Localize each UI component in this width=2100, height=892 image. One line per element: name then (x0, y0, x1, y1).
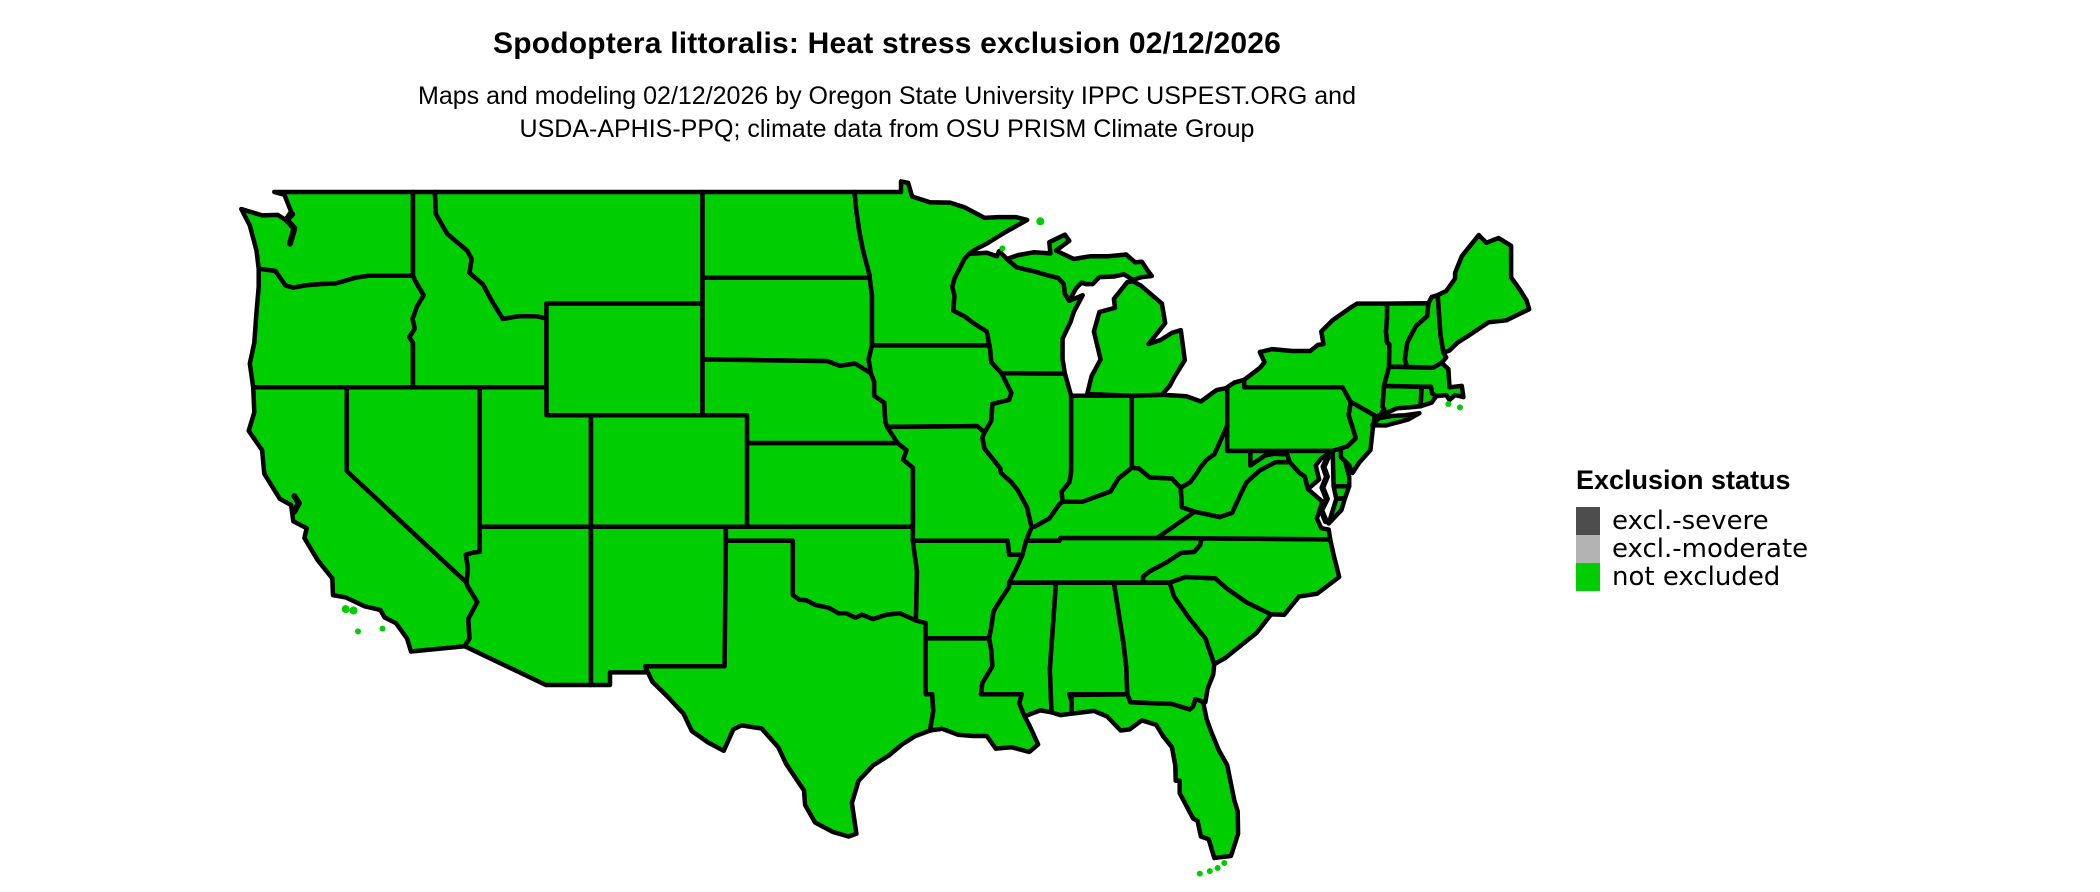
legend-items: excl.-severe excl.-moderate not excluded (1576, 506, 1809, 592)
state-colorado (588, 412, 750, 530)
state-delmarva-virginia (1326, 495, 1348, 526)
legend-item: excl.-moderate (1576, 534, 1809, 564)
state-arizona (462, 524, 594, 688)
legend-item-label: excl.-moderate (1612, 534, 1809, 564)
map-subtitle-line1: Maps and modeling 02/12/2026 by Oregon S… (418, 82, 1356, 110)
state-michigan-upper (1004, 232, 1155, 304)
puget-sound-outline (283, 211, 298, 247)
state-new-mexico (588, 524, 729, 688)
legend: Exclusion status excl.-severe excl.-moder… (1576, 464, 1809, 592)
island (1214, 865, 1221, 871)
map-subtitle-line2: USDA-APHIS-PPQ; climate data from OSU PR… (519, 115, 1255, 143)
map-title: Spodoptera littoralis: Heat stress exclu… (493, 27, 1281, 60)
island (349, 606, 358, 615)
san-francisco-bay-outline (291, 493, 302, 515)
island (355, 628, 361, 635)
state-north-dakota (700, 189, 872, 280)
legend-swatch-2 (1576, 535, 1600, 563)
legend-item: excl.-severe (1576, 506, 1808, 536)
state-wyoming (544, 301, 705, 418)
legend-swatch-3 (1576, 563, 1600, 591)
legend-item-label: not excluded (1612, 562, 1781, 592)
legend-swatch-1 (1576, 507, 1600, 535)
state-pennsylvania (1224, 377, 1359, 454)
state-florida (1069, 691, 1241, 861)
state-massachusetts (1381, 360, 1466, 403)
legend-item-label: excl.-severe (1612, 506, 1769, 536)
legend-item: not excluded (1576, 562, 1808, 592)
state-ohio (1129, 385, 1230, 490)
state-new-jersey (1338, 399, 1378, 476)
state-oregon (247, 266, 426, 390)
legend-title: Exclusion status (1576, 465, 1791, 495)
state-maryland (1248, 448, 1335, 492)
state-texas (642, 538, 936, 839)
island (1221, 860, 1228, 866)
island (1445, 401, 1452, 407)
state-illinois (980, 370, 1074, 530)
island (1036, 217, 1045, 226)
map-subtitle: Maps and modeling 02/12/2026 by Oregon S… (0, 80, 1774, 146)
chesapeake-bay-outline (1318, 454, 1331, 525)
island (341, 605, 350, 614)
island (999, 245, 1006, 252)
island (1457, 404, 1463, 411)
state-long-island (1369, 410, 1422, 428)
island (1206, 868, 1213, 875)
state-maine (1435, 232, 1532, 355)
state-connecticut (1378, 383, 1424, 418)
state-michigan-lower (1084, 279, 1188, 398)
island (1196, 870, 1203, 877)
state-kansas (744, 440, 916, 530)
island (379, 625, 386, 632)
